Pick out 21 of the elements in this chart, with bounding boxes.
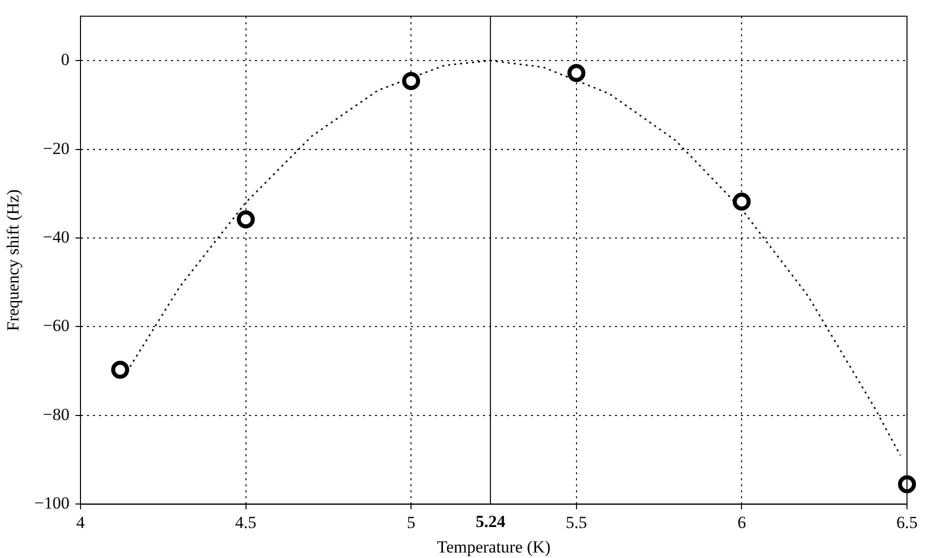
x-axis-title: Temperature (K) [436,537,550,556]
y-tick-label: −40 [42,227,70,246]
point [402,72,420,90]
y-axis-title: Frequency shift (Hz) [4,189,23,332]
x-tick-label: 5 [406,512,416,532]
y-tick-label: −100 [34,494,70,513]
y-tick-label: −20 [42,138,70,158]
point [111,360,130,379]
point [898,475,916,494]
x-tick-label: 6 [737,512,746,532]
y-tick-label: −60 [42,316,70,336]
y-tick-label: −80 [42,404,70,424]
ref-line-label: 5.24 [476,512,506,532]
x-tick-label: 5.5 [566,512,588,532]
y-tick-label: 0 [60,50,70,70]
point [732,192,751,211]
x-tick-label: 6.5 [896,512,918,532]
x-tick-label: 4.5 [235,512,256,532]
point [567,64,586,82]
x-tick-label: 4 [76,512,86,532]
point [236,210,255,228]
